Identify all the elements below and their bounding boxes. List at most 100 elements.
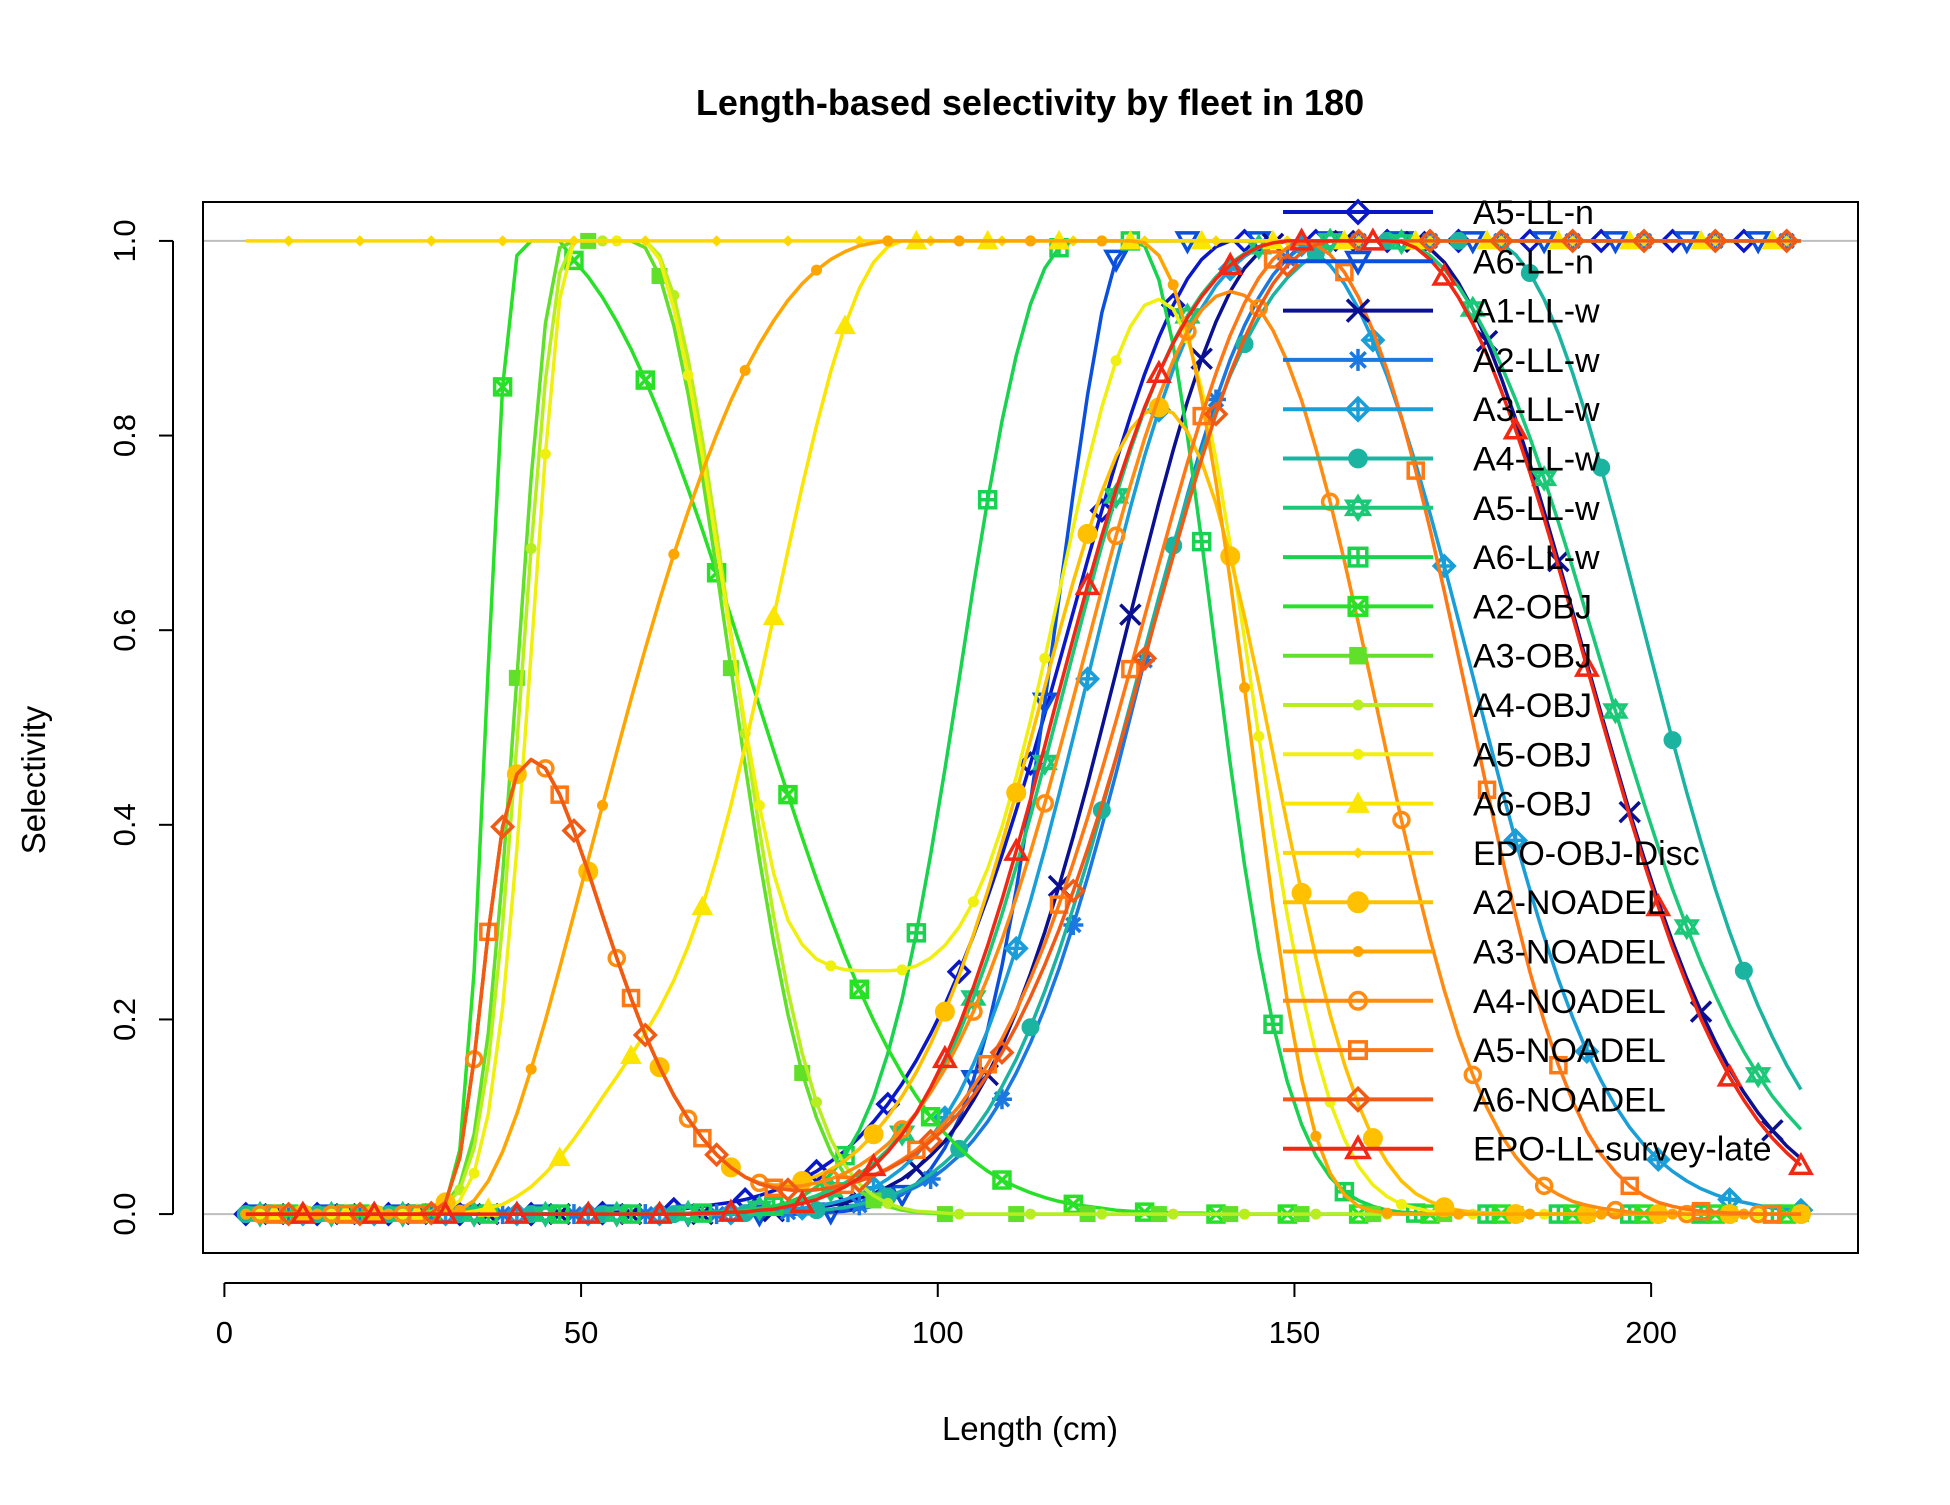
point-marker	[1167, 1208, 1179, 1220]
point-marker	[1530, 470, 1558, 492]
point-marker	[810, 264, 822, 276]
point-marker	[493, 377, 512, 397]
legend-entry: A6-OBJ	[1283, 786, 1592, 824]
point-marker	[1343, 499, 1373, 523]
series-a2-obj	[245, 239, 1801, 1224]
point-marker	[1349, 646, 1367, 665]
point-marker	[1347, 891, 1369, 914]
legend-entry: A6-NOADEL	[1283, 1081, 1666, 1119]
legend-entry: EPO-LL-survey-late	[1283, 1131, 1772, 1169]
point-marker	[1025, 1208, 1036, 1220]
point-marker	[1463, 1065, 1483, 1085]
point-marker	[1310, 1208, 1322, 1220]
legend-label: EPO-OBJ-Disc	[1473, 835, 1700, 873]
point-marker	[1021, 1018, 1040, 1037]
point-marker	[1210, 235, 1222, 247]
point-marker	[1135, 1202, 1154, 1222]
point-marker	[1039, 652, 1051, 664]
point-marker	[993, 1091, 1011, 1108]
point-marker	[1288, 227, 1315, 251]
point-marker	[1348, 448, 1368, 469]
point-marker	[834, 314, 856, 335]
point-marker	[1335, 262, 1354, 282]
point-marker	[825, 960, 837, 972]
point-marker	[775, 1177, 801, 1203]
point-marker	[946, 959, 972, 985]
point-marker	[575, 1200, 602, 1224]
point-marker	[1744, 1061, 1772, 1083]
point-marker	[1344, 250, 1372, 276]
legend-entry: A5-NOADEL	[1283, 1032, 1666, 1070]
point-marker	[967, 896, 979, 908]
y-tick-label: 0.8	[107, 414, 142, 457]
point-marker	[753, 799, 765, 811]
legend-label: A5-LL-w	[1473, 490, 1600, 528]
point-marker	[1253, 730, 1265, 742]
point-marker	[1573, 653, 1600, 677]
point-marker	[646, 1200, 673, 1224]
point-marker	[1673, 913, 1700, 935]
legend-entry: A5-OBJ	[1283, 736, 1592, 774]
point-marker	[1488, 228, 1514, 254]
point-marker	[1344, 198, 1372, 226]
point-marker	[921, 1107, 940, 1126]
point-marker	[1263, 250, 1283, 269]
point-marker	[1239, 682, 1251, 694]
point-marker	[1063, 1194, 1084, 1215]
series-epo-ll-survey-late	[245, 227, 1814, 1224]
point-marker	[1359, 227, 1386, 251]
point-marker	[492, 377, 513, 397]
point-marker	[1631, 228, 1657, 254]
x-tick-label: 100	[912, 1315, 964, 1350]
legend-label: A6-LL-n	[1473, 243, 1594, 281]
point-marker	[1475, 329, 1499, 353]
y-tick-label: 0.0	[107, 1193, 142, 1236]
y-tick-label: 0.6	[107, 609, 142, 652]
point-marker	[536, 759, 555, 778]
point-marker	[953, 235, 965, 247]
legend-entry: A1-LL-w	[1283, 293, 1600, 331]
y-tick-label: 0.4	[107, 803, 142, 846]
point-marker	[1239, 1208, 1251, 1220]
x-tick-label: 150	[1269, 1315, 1321, 1350]
point-marker	[1345, 298, 1371, 323]
legend-entry: A6-LL-w	[1283, 539, 1600, 577]
legend-label: A6-OBJ	[1473, 786, 1592, 824]
legend-entry: A5-LL-n	[1283, 194, 1594, 232]
point-marker	[989, 1040, 1015, 1066]
point-marker	[1349, 350, 1367, 369]
legend-entry: A4-LL-w	[1283, 441, 1600, 479]
legend-label: A2-NOADEL	[1473, 884, 1666, 922]
point-marker	[1691, 1201, 1711, 1221]
point-marker	[678, 1109, 698, 1128]
point-marker	[503, 1200, 530, 1224]
legend-label: A6-NOADEL	[1473, 1081, 1666, 1119]
point-marker	[1530, 465, 1558, 487]
point-marker	[639, 235, 651, 247]
point-marker	[1291, 882, 1312, 903]
point-marker	[1106, 526, 1126, 546]
point-marker	[621, 988, 641, 1008]
point-marker	[1003, 837, 1030, 861]
point-marker	[931, 1044, 958, 1069]
point-marker	[1620, 1176, 1639, 1196]
point-marker	[1220, 546, 1241, 567]
legend-label: A4-NOADEL	[1473, 983, 1666, 1021]
legend-label: A3-LL-w	[1473, 391, 1600, 429]
point-marker	[1102, 482, 1130, 504]
point-marker	[1346, 791, 1370, 813]
legend-entry: A6-LL-n	[1283, 243, 1594, 281]
point-marker	[1077, 523, 1098, 544]
point-marker	[953, 1208, 965, 1220]
point-marker	[850, 980, 869, 999]
point-marker	[1316, 227, 1344, 249]
point-marker	[691, 895, 714, 916]
x-tick-label: 50	[564, 1315, 598, 1350]
point-marker	[1249, 298, 1269, 318]
point-marker	[682, 369, 694, 381]
x-tick-label: 200	[1625, 1315, 1677, 1350]
point-marker	[1344, 1085, 1372, 1113]
point-marker	[1344, 1134, 1372, 1160]
point-marker	[636, 370, 655, 390]
